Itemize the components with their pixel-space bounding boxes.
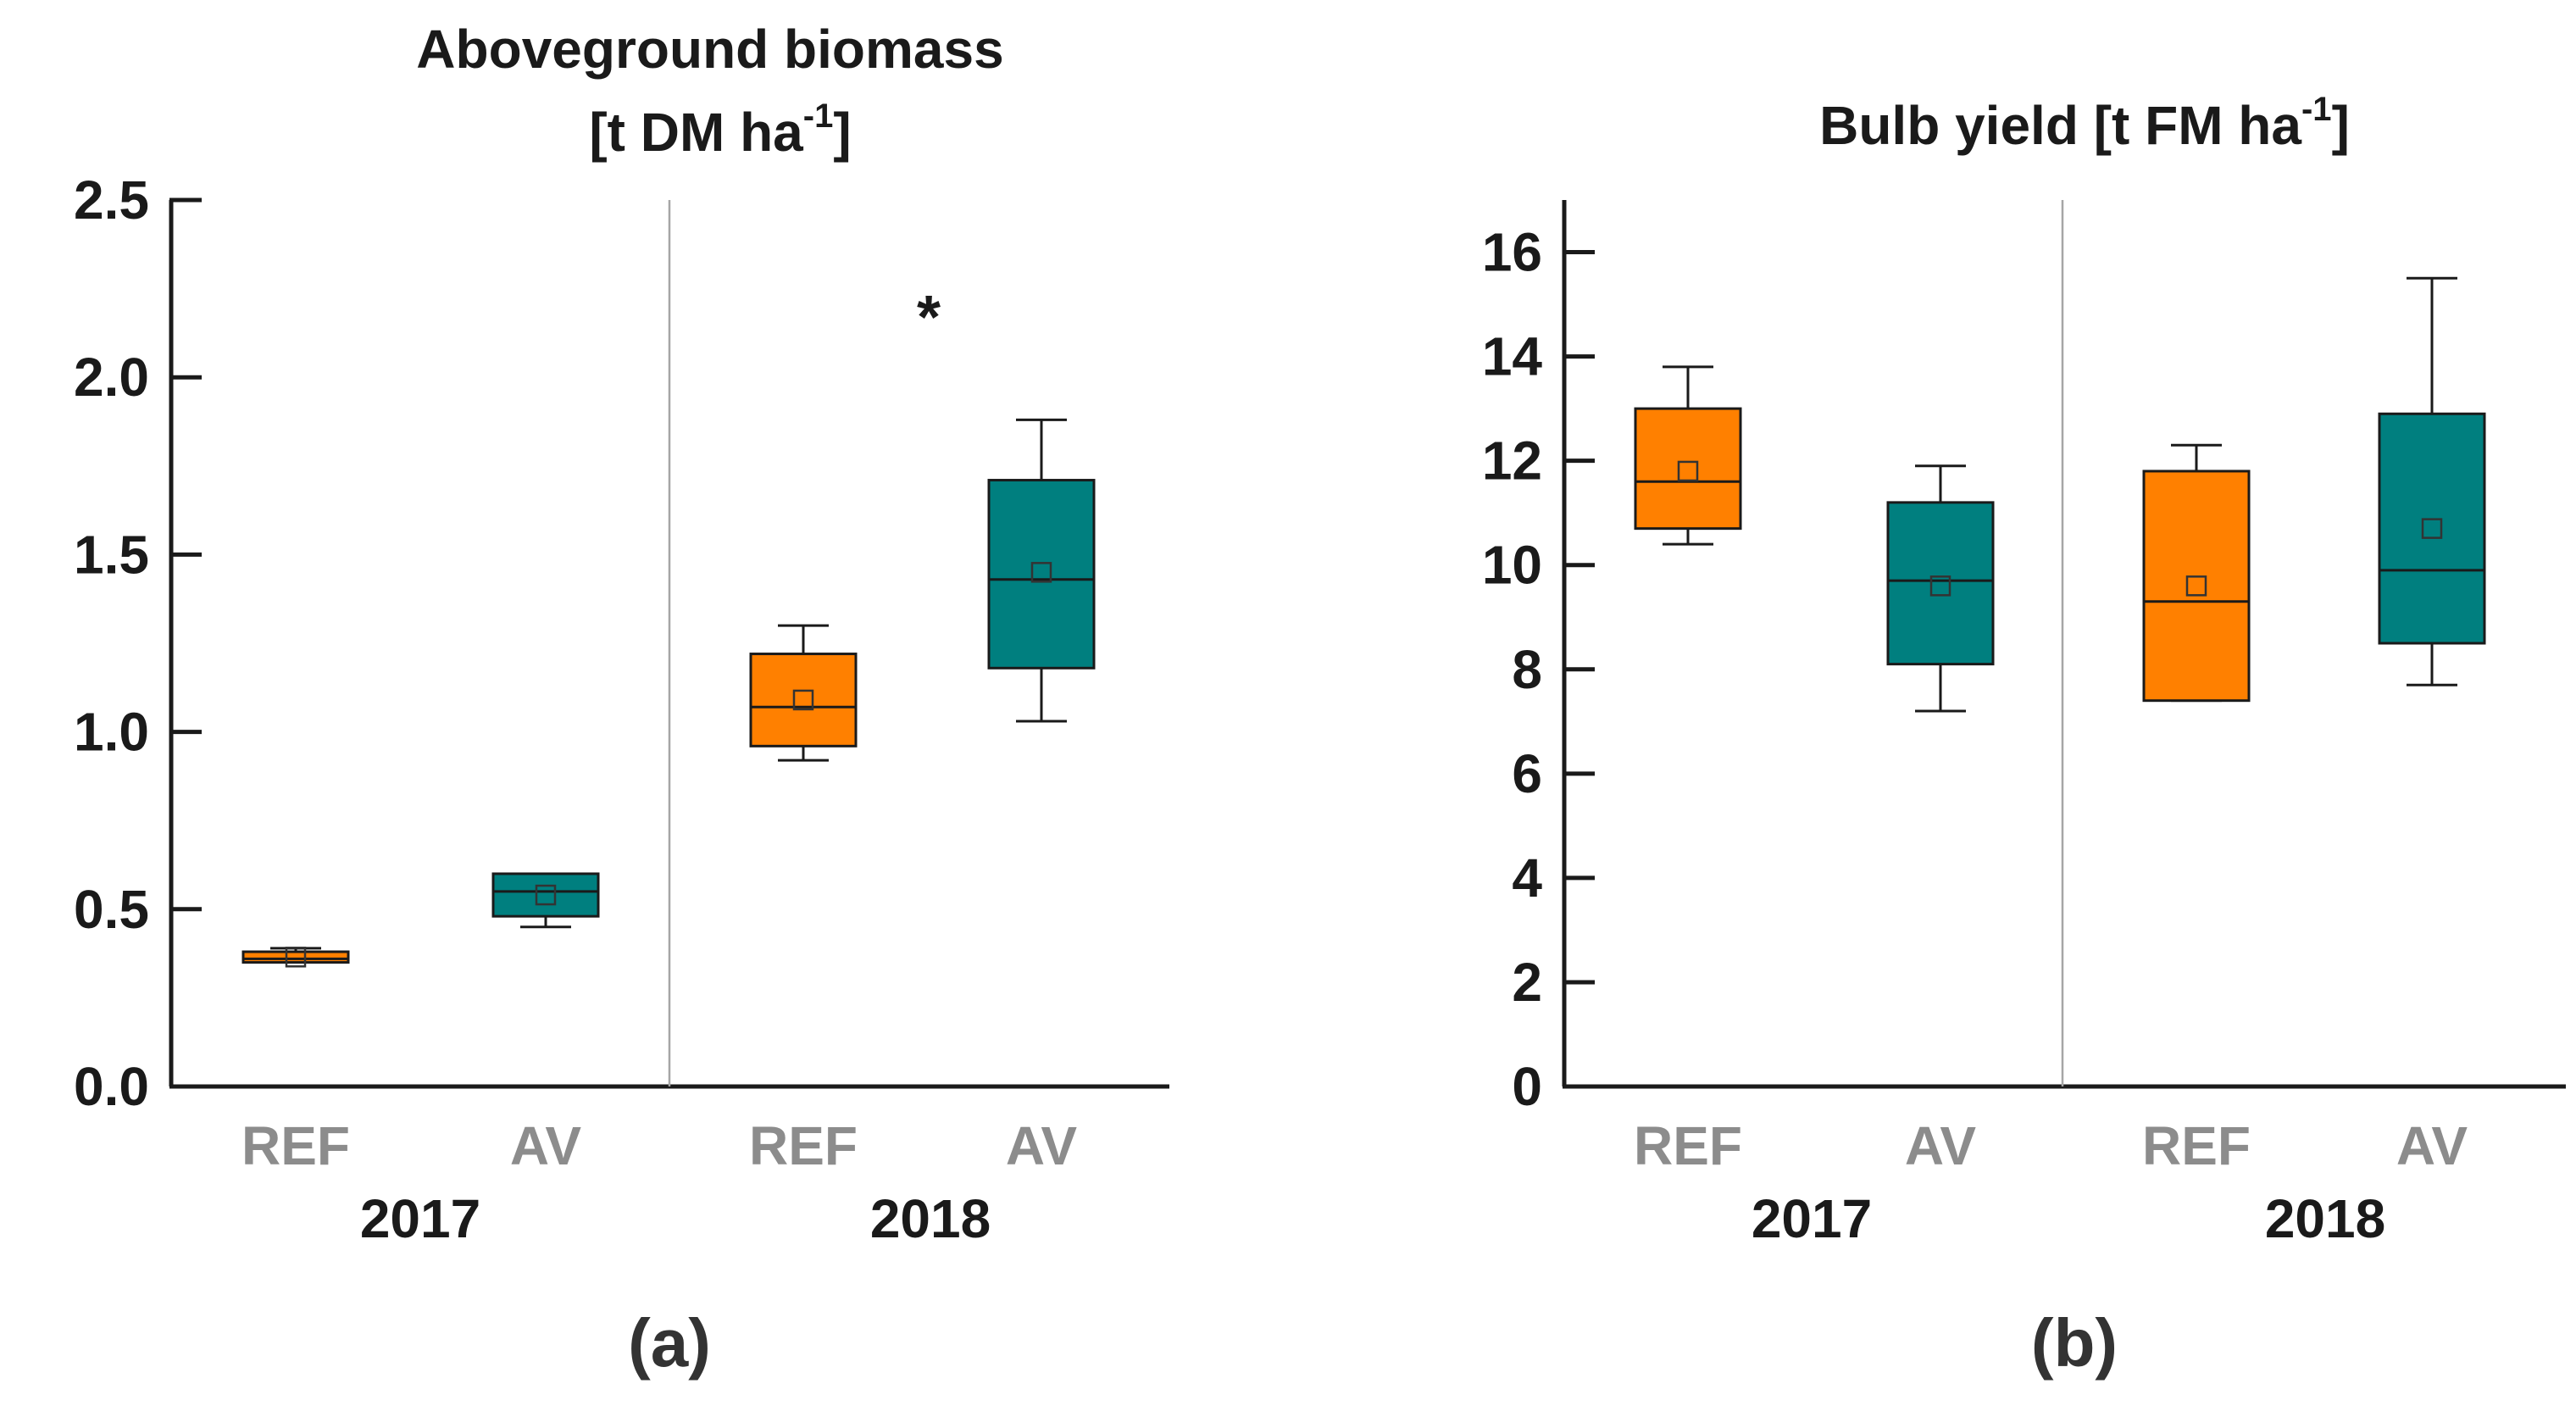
chart-a-group-label: 2017 bbox=[360, 1188, 480, 1249]
chart-b-mean-marker bbox=[1929, 575, 1951, 597]
chart-b-category-label: AV bbox=[2396, 1115, 2468, 1176]
chart-b-y-tick-label: 2 bbox=[1512, 952, 1542, 1013]
chart-b-title-text: Bulb yield [t FM ha bbox=[1819, 95, 2301, 156]
chart-a-box bbox=[491, 872, 600, 918]
chart-a-category-label: AV bbox=[510, 1115, 581, 1176]
chart-b-mean-marker bbox=[2421, 518, 2443, 539]
chart-a-y-tick-label: 1.5 bbox=[74, 524, 149, 585]
chart-b-y-tick-label: 0 bbox=[1512, 1056, 1542, 1117]
chart-b-title-sup: -1 bbox=[2301, 91, 2332, 128]
chart-a-mean-marker bbox=[535, 884, 557, 906]
chart-a-category-label: REF bbox=[242, 1115, 350, 1176]
chart-a-panel-label: (a) bbox=[628, 1305, 711, 1381]
chart-a-y-tick-label: 2.5 bbox=[74, 169, 149, 231]
chart-b-y-tick-label: 16 bbox=[1482, 222, 1542, 283]
chart-a-group-label: 2018 bbox=[870, 1188, 991, 1249]
chart-a-y-tick-label: 1.0 bbox=[74, 702, 149, 763]
chart-a-significance-star: * bbox=[917, 284, 941, 352]
chart-b-panel-label: (b) bbox=[2031, 1305, 2118, 1381]
chart-a-mean-marker bbox=[1030, 562, 1052, 583]
chart-b-mean-marker bbox=[1677, 460, 1699, 482]
chart-a-title-line1: Aboveground biomass bbox=[416, 19, 1003, 80]
chart-b-y-tick-label: 12 bbox=[1482, 431, 1542, 492]
chart-a-box bbox=[749, 653, 858, 747]
chart-b-y-tick-label: 6 bbox=[1512, 743, 1542, 804]
chart-b-mean-marker bbox=[2185, 575, 2207, 597]
chart-b-y-tick-label: 8 bbox=[1512, 639, 1542, 700]
chart-a-category-label: AV bbox=[1006, 1115, 1077, 1176]
chart-b-group-label: 2018 bbox=[2265, 1188, 2385, 1249]
chart-a-y-tick-label: 0.0 bbox=[74, 1056, 149, 1117]
chart-b-box bbox=[2142, 470, 2251, 703]
chart-a-y-tick-label: 0.5 bbox=[74, 879, 149, 940]
chart-b-box bbox=[1886, 501, 1995, 666]
chart-b-category-label: REF bbox=[2142, 1115, 2251, 1176]
chart-a-title-close: ] bbox=[833, 102, 851, 163]
chart-b-box bbox=[2378, 412, 2486, 645]
chart-b-group-label: 2017 bbox=[1752, 1188, 1872, 1249]
chart-b: 0 2 4 6 8 10 12 14 16 REF AV REF AV 2017 2018 bbox=[1482, 200, 2566, 1249]
chart-a-category-label: REF bbox=[749, 1115, 858, 1176]
chart-b-y-tick-label: 4 bbox=[1512, 847, 1542, 909]
chart-a-title-unit: [t DM ha bbox=[589, 102, 803, 163]
chart-a-mean-marker bbox=[285, 947, 307, 968]
chart-a: 0.0 0.5 1.0 1.5 2.0 2.5 REF AV REF AV 2017 2018 * bbox=[74, 169, 1169, 1249]
chart-a-title-sup: -1 bbox=[803, 97, 834, 135]
chart-a-box bbox=[242, 950, 350, 964]
chart-a-title-line2: [t DM ha-1] bbox=[589, 97, 851, 163]
chart-b-category-label: AV bbox=[1905, 1115, 1976, 1176]
chart-b-title-close: ] bbox=[2332, 95, 2350, 156]
chart-a-mean-marker bbox=[792, 689, 814, 711]
chart-b-title: Bulb yield [t FM ha-1] bbox=[1819, 91, 2350, 156]
chart-a-y-tick-label: 2.0 bbox=[74, 347, 149, 408]
chart-b-box bbox=[1634, 407, 1742, 531]
chart-b-y-tick-label: 10 bbox=[1482, 535, 1542, 596]
chart-b-y-tick-label: 14 bbox=[1482, 326, 1543, 387]
chart-b-category-label: REF bbox=[1634, 1115, 1742, 1176]
chart-a-box bbox=[987, 479, 1096, 670]
